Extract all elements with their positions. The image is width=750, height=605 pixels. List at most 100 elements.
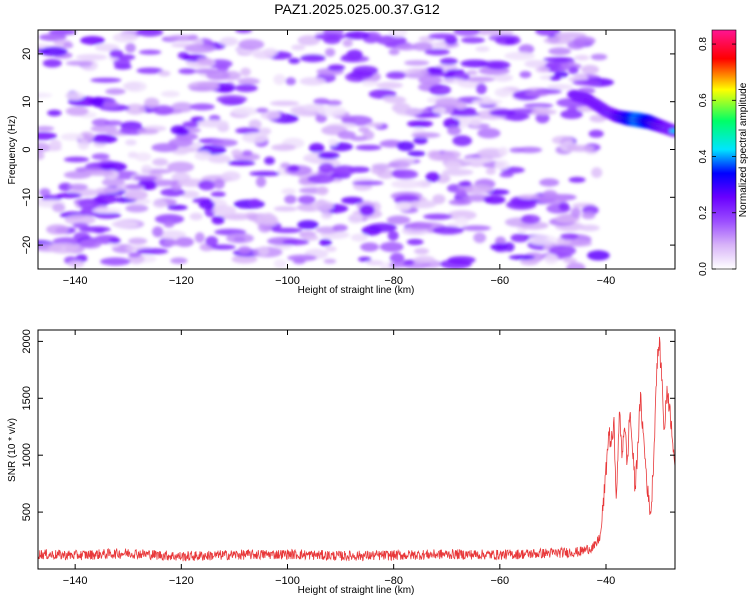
heatmap-cell — [92, 96, 104, 108]
y-tick-label: 2000 — [21, 329, 33, 353]
heatmap-cell — [252, 50, 275, 59]
heatmap-cell — [137, 128, 159, 135]
heatmap-cell — [282, 239, 310, 246]
heatmap-cell — [231, 107, 258, 116]
heatmap-cell — [317, 151, 340, 160]
heatmap-cell — [542, 57, 575, 63]
colorbar-tick-label: 0.2 — [698, 205, 709, 219]
heatmap-cell — [483, 195, 506, 205]
heatmap-cell — [299, 77, 326, 86]
colorbar-tick-label: 0.6 — [698, 93, 709, 107]
y-tick-label: 10 — [21, 96, 33, 108]
spectrogram-y-ticks: −20 −10 0 10 20 — [21, 48, 675, 254]
heatmap-cell — [320, 211, 333, 220]
heatmap-cell — [238, 39, 265, 50]
heatmap-cell — [462, 157, 493, 164]
heatmap-cell — [432, 226, 464, 235]
heatmap-cell — [443, 117, 460, 129]
heatmap-cell — [42, 58, 62, 68]
heatmap-cell — [237, 246, 252, 255]
heatmap-cell — [255, 176, 267, 188]
heatmap-cell — [260, 110, 281, 120]
heatmap-cell — [455, 188, 467, 197]
heatmap-cell — [240, 67, 251, 77]
heatmap-cell — [63, 156, 90, 163]
heatmap-cell — [68, 183, 88, 191]
heatmap-cell — [510, 233, 530, 243]
heatmap-cell — [413, 136, 428, 145]
heatmap-cell — [403, 259, 415, 266]
heatmap-cell — [490, 243, 508, 251]
heatmap-cell — [141, 164, 153, 173]
colorbar: 0.0 0.2 0.4 0.6 0.8 Normalized spectral ampl… — [698, 29, 749, 276]
heatmap-cell — [178, 68, 197, 75]
x-tick-label: −60 — [490, 275, 509, 287]
heatmap-cell — [91, 134, 115, 144]
x-tick-label: −80 — [384, 575, 403, 587]
heatmap-cell — [444, 160, 462, 171]
heatmap-cell — [545, 61, 561, 68]
heatmap-cell — [506, 199, 537, 210]
heatmap-cell — [427, 67, 444, 74]
heatmap-cell — [350, 136, 368, 142]
heatmap-cell — [160, 188, 186, 197]
heatmap-cell — [388, 30, 408, 38]
heatmap-cell — [284, 194, 297, 204]
heatmap-cell — [349, 70, 374, 79]
heatmap-cell — [535, 112, 550, 124]
heatmap-cell — [38, 151, 45, 160]
heatmap-cell — [588, 129, 604, 138]
heatmap-cell — [314, 33, 346, 41]
heatmap-cell — [258, 127, 272, 135]
heatmap-cell — [531, 109, 557, 115]
heatmap-cell — [439, 57, 458, 65]
heatmap-cell — [358, 256, 372, 262]
heatmap-cell — [216, 63, 229, 73]
colorbar-tick-label: 0.8 — [698, 37, 709, 51]
heatmap-cell — [257, 246, 269, 256]
heatmap-cell — [264, 156, 275, 165]
heatmap-cell — [255, 107, 269, 113]
heatmap-cell — [78, 198, 100, 209]
heatmap-cell — [315, 113, 328, 123]
heatmap-cell — [235, 127, 260, 134]
heatmap-cell — [527, 234, 558, 246]
heatmap-cell — [587, 250, 610, 261]
heatmap-cell — [38, 132, 58, 140]
heatmap-cell — [359, 204, 375, 216]
heatmap-cell — [387, 230, 399, 241]
heatmap-cell — [469, 119, 482, 127]
heatmap-cell — [273, 74, 286, 85]
snr-panel: −140 −120 −100 −80 −60 −40 500 1000 1500 2000 He… — [7, 329, 676, 596]
spectrogram-x-ticks: −140 −120 −100 −80 −60 −40 — [63, 30, 615, 287]
heatmap-cell — [560, 233, 579, 240]
heatmap-cell — [248, 119, 262, 130]
heatmap-cell — [332, 224, 348, 232]
heatmap-cell — [435, 97, 462, 107]
heatmap-cell — [144, 97, 160, 109]
heatmap-cell — [590, 53, 608, 61]
heatmap-cell — [237, 77, 260, 85]
x-tick-label: −140 — [63, 275, 88, 287]
heatmap-cell — [385, 71, 407, 80]
heatmap-cell — [558, 202, 570, 211]
heatmap-cell — [297, 220, 319, 230]
snr-y-ticks: 500 1000 1500 2000 — [21, 329, 675, 521]
heatmap-cell — [99, 162, 127, 172]
heatmap-cell — [492, 73, 514, 82]
heatmap-cell — [175, 127, 190, 136]
heatmap-cell — [302, 235, 319, 241]
heatmap-cell — [138, 49, 162, 55]
heatmap-cell — [287, 254, 317, 262]
heatmap-cell — [227, 160, 256, 166]
heatmap-cell — [91, 153, 110, 160]
heatmap-cell — [38, 126, 55, 132]
snr-frame — [37, 329, 676, 570]
heatmap-cell — [319, 238, 332, 247]
heatmap-cell — [234, 84, 258, 93]
heatmap-cell — [93, 212, 122, 219]
heatmap-cell — [167, 161, 195, 173]
x-tick-label: −60 — [490, 575, 509, 587]
heatmap-cell — [396, 43, 417, 51]
heatmap-cell — [157, 230, 187, 240]
